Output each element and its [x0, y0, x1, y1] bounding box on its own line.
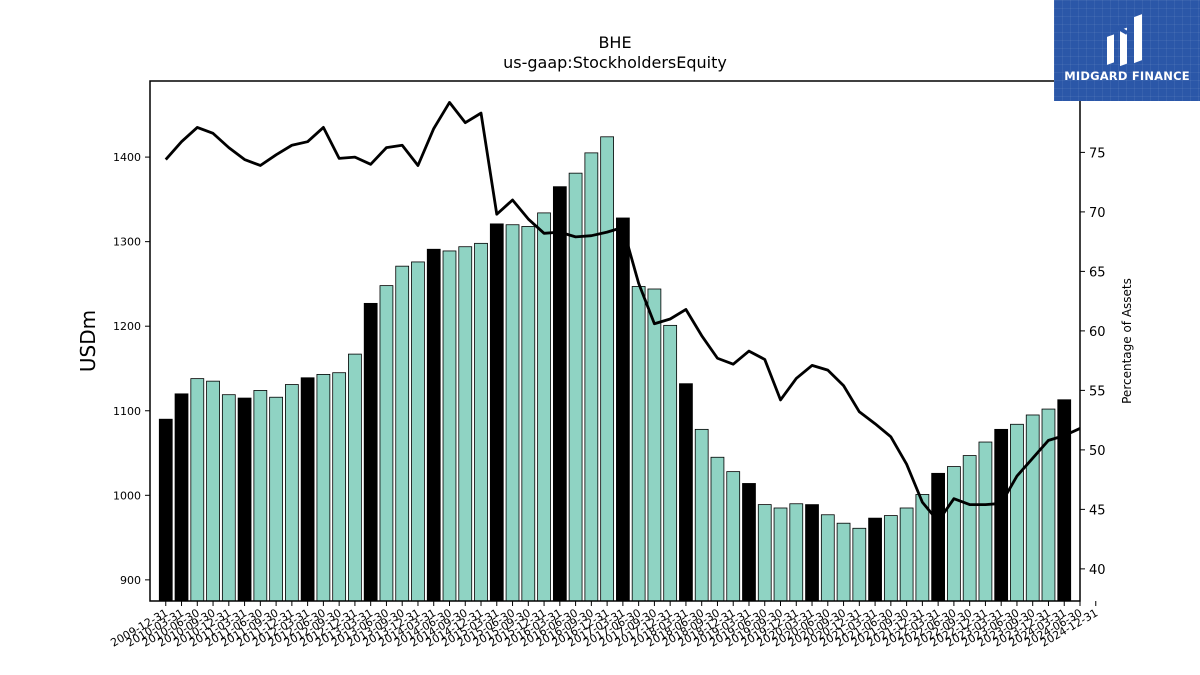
line-series — [164, 101, 1081, 523]
logo: MIDGARD FINANCE — [1054, 0, 1200, 101]
bar-1 — [174, 393, 189, 602]
bar-45 — [868, 517, 882, 602]
midgard-logo-icon — [1107, 14, 1142, 67]
bar-50 — [947, 466, 961, 602]
bar-38 — [757, 504, 772, 602]
bar-31 — [647, 288, 662, 602]
bar-20 — [474, 242, 488, 602]
bar-42 — [820, 514, 835, 602]
bar-19 — [458, 246, 473, 602]
percentage-line — [164, 101, 1081, 523]
bar-53 — [994, 428, 1009, 602]
bar-48 — [915, 494, 930, 602]
bar-15 — [395, 265, 410, 602]
chart-subtitle: us-gaap:StockholdersEquity — [503, 53, 727, 72]
bar-49 — [931, 472, 945, 602]
bar-25 — [552, 186, 567, 602]
bar-52 — [978, 441, 993, 602]
bar-35 — [710, 456, 725, 602]
logo-name: MIDGARD FINANCE — [1064, 69, 1190, 83]
y2-tick-label-60: 60 — [1089, 325, 1106, 340]
bar-33 — [679, 383, 693, 602]
y2-tick-label-45: 45 — [1089, 503, 1106, 518]
bar-54 — [1010, 423, 1024, 602]
y-tick-label-1100: 1100 — [113, 405, 141, 418]
bar-46 — [883, 515, 898, 602]
bar-32 — [663, 324, 678, 602]
bar-10 — [316, 373, 331, 602]
bar-22 — [505, 224, 520, 602]
bar-13 — [363, 302, 378, 602]
bar-24 — [537, 212, 551, 602]
bar-40 — [789, 503, 804, 602]
bar-16 — [411, 261, 425, 602]
y-axis-left: 900 1000 1100 1200 1300 1400 — [113, 151, 150, 587]
plot-frame — [149, 80, 1081, 602]
bar-17 — [426, 248, 441, 602]
bar-7 — [269, 396, 283, 602]
bar-12 — [348, 353, 362, 602]
y-axis-right: 40 45 50 55 60 65 70 75 — [1080, 146, 1106, 578]
bar-55 — [1025, 414, 1040, 602]
bar-11 — [332, 372, 347, 602]
bar-4 — [221, 394, 236, 602]
bar-51 — [962, 455, 977, 602]
bar-37 — [742, 483, 756, 602]
bar-0 — [158, 418, 173, 602]
y2-tick-label-40: 40 — [1089, 563, 1106, 578]
y2-axis-label: Percentage of Assets — [1120, 278, 1134, 404]
bar-27 — [584, 152, 599, 602]
y2-tick-label-70: 70 — [1089, 206, 1106, 221]
bar-36 — [726, 471, 741, 602]
bar-3 — [206, 380, 220, 602]
y2-tick-label-50: 50 — [1089, 444, 1106, 459]
x-axis: 2009-12-312010-03-312010-06-302010-09-30… — [108, 601, 1100, 650]
y-tick-label-1300: 1300 — [113, 236, 141, 249]
y-axis-label: USDm — [76, 310, 100, 372]
bar-series — [158, 136, 1072, 602]
bar-39 — [773, 507, 788, 602]
bar-6 — [253, 390, 268, 602]
y-tick-label-1400: 1400 — [113, 151, 141, 164]
y2-tick-label-75: 75 — [1089, 146, 1106, 161]
bar-43 — [836, 522, 851, 602]
y-tick-label-1200: 1200 — [113, 320, 141, 333]
bar-30 — [631, 286, 646, 602]
bar-21 — [489, 223, 504, 602]
bar-8 — [284, 384, 299, 602]
bar-9 — [300, 377, 315, 602]
bar-2 — [190, 378, 205, 602]
bar-5 — [237, 397, 252, 602]
bar-47 — [899, 507, 914, 602]
chart-title: BHE — [598, 33, 631, 52]
bar-44 — [852, 527, 867, 602]
y-tick-label-1000: 1000 — [113, 489, 141, 502]
bar-57 — [1057, 399, 1072, 602]
y2-tick-label-55: 55 — [1089, 384, 1106, 399]
bar-23 — [521, 226, 536, 602]
bar-34 — [694, 428, 709, 602]
y-tick-label-900: 900 — [120, 574, 141, 587]
bar-18 — [442, 250, 457, 602]
bar-14 — [379, 285, 394, 602]
bar-28 — [600, 136, 614, 602]
y2-tick-label-65: 65 — [1089, 265, 1106, 280]
bar-29 — [616, 217, 630, 602]
bar-41 — [805, 504, 819, 602]
